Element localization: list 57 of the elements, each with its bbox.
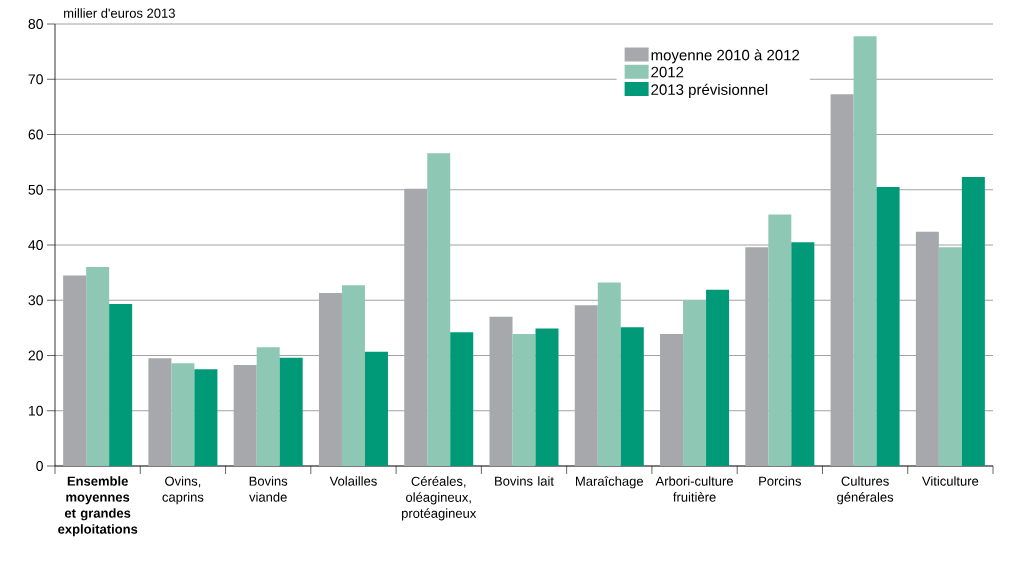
bar bbox=[745, 247, 769, 466]
bar bbox=[853, 36, 877, 466]
x-tick-label: Cultures générales bbox=[837, 476, 894, 505]
bar bbox=[450, 332, 474, 466]
y-axis-title: millier d'euros 2013 bbox=[64, 8, 175, 18]
y-tick-label: 70 bbox=[28, 74, 43, 85]
x-tick-label: Maraîchage bbox=[576, 476, 644, 489]
bar bbox=[683, 300, 707, 466]
bar bbox=[364, 351, 388, 466]
y-tick-label: 80 bbox=[28, 19, 43, 29]
bar bbox=[279, 357, 303, 466]
x-tick-label: Bovins viande bbox=[249, 476, 288, 502]
x-tick-label: Porcins bbox=[759, 476, 802, 486]
bar bbox=[404, 188, 428, 466]
x-tick-label: Arbori-culture fruitière bbox=[655, 476, 733, 502]
bar bbox=[938, 247, 962, 466]
y-tick-label: 50 bbox=[28, 184, 43, 195]
bar bbox=[63, 275, 87, 466]
legend-label: moyenne 2010 à 2012 bbox=[651, 49, 800, 64]
bar bbox=[341, 285, 365, 466]
bar bbox=[961, 177, 985, 466]
y-tick-label: 30 bbox=[28, 295, 43, 306]
x-tick-label: Viticulture bbox=[922, 476, 979, 486]
bar bbox=[768, 214, 792, 466]
bar bbox=[535, 328, 559, 466]
bar bbox=[194, 369, 218, 466]
bar bbox=[109, 304, 133, 466]
x-tick-label: Bovins lait bbox=[495, 476, 554, 486]
bar bbox=[620, 327, 644, 466]
bar bbox=[915, 231, 939, 466]
bar bbox=[318, 293, 342, 466]
y-tick-label: 60 bbox=[28, 129, 43, 140]
x-tick-label: Ensemble moyennes et grandes exploitations bbox=[58, 476, 138, 537]
y-tick-label: 40 bbox=[28, 240, 43, 250]
x-tick-label: Volailles bbox=[329, 476, 377, 486]
bar bbox=[489, 316, 513, 466]
bar bbox=[427, 153, 451, 466]
bar bbox=[256, 347, 280, 466]
bar bbox=[512, 333, 536, 466]
bar bbox=[148, 358, 172, 466]
bar bbox=[597, 282, 621, 466]
bar bbox=[706, 289, 730, 466]
y-tick-label: 0 bbox=[36, 461, 43, 471]
y-tick-label: 10 bbox=[28, 405, 43, 416]
bar bbox=[233, 364, 257, 466]
legend-label: 2012 bbox=[651, 66, 684, 78]
y-tick-label: 20 bbox=[28, 350, 43, 361]
legend-label: 2013 prévisionnel bbox=[651, 83, 768, 98]
bar bbox=[86, 267, 110, 466]
x-tick-label: Céréales, oléagineux, protéagineux bbox=[401, 476, 477, 521]
bar bbox=[791, 242, 815, 466]
bar bbox=[660, 333, 684, 466]
bar bbox=[171, 363, 195, 466]
x-tick-label: Ovins, caprins bbox=[162, 476, 204, 505]
bar bbox=[830, 94, 854, 466]
bar bbox=[574, 305, 598, 466]
bar bbox=[876, 186, 900, 466]
